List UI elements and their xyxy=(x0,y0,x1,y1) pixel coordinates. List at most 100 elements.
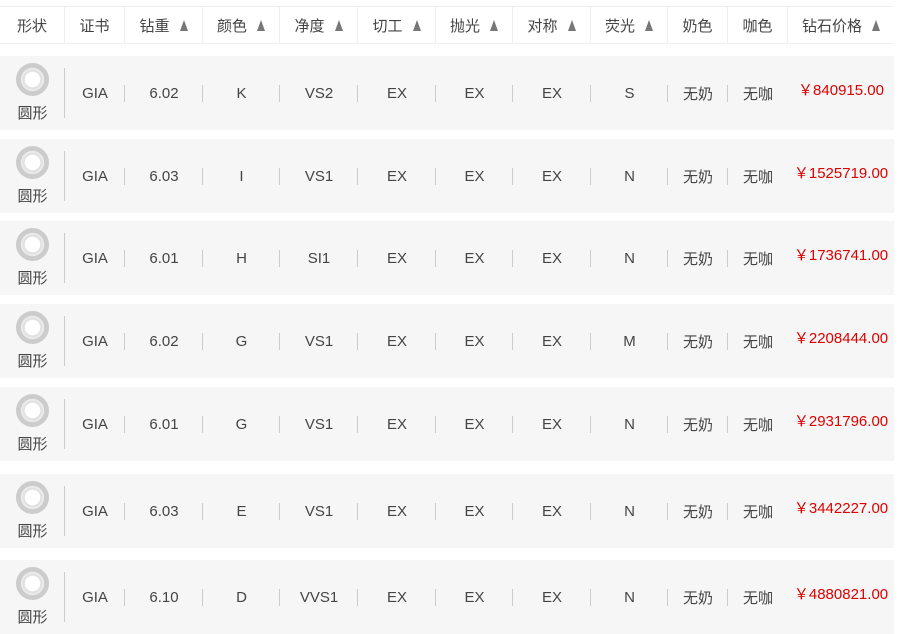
cut-text: EX xyxy=(386,415,407,433)
cell-carat: 6.01 xyxy=(125,221,203,295)
symmetry-text: EX xyxy=(541,84,562,102)
table-row[interactable]: 圆形 GIA 6.02 K VS2 EX EX EX S 无奶 无咖 ￥840915.00 xyxy=(0,56,894,130)
cell-fluor: N xyxy=(591,387,668,461)
table-row[interactable]: 圆形 GIA 6.10 D VVS1 EX EX EX N 无奶 无咖 ￥4880821.00 xyxy=(0,560,894,634)
clarity-text: VS1 xyxy=(304,332,334,350)
milky-text: 无奶 xyxy=(682,333,713,351)
shape-text: 圆形 xyxy=(17,105,48,122)
cell-cut: EX xyxy=(358,56,436,130)
brown-text: 无咖 xyxy=(742,416,773,434)
cert-text: GIA xyxy=(82,167,108,185)
fluor-text: S xyxy=(624,84,635,102)
color-text: I xyxy=(239,167,244,185)
round-diamond-icon xyxy=(16,311,49,344)
cell-brown: 无咖 xyxy=(728,474,788,548)
column-label: 证书 xyxy=(79,17,110,35)
table-row[interactable]: 圆形 GIA 6.03 E VS1 EX EX EX N 无奶 无咖 ￥3442227.00 xyxy=(0,474,894,548)
cert-text: GIA xyxy=(82,84,108,102)
cell-cert: GIA xyxy=(65,474,125,548)
table-row[interactable]: 圆形 GIA 6.03 I VS1 EX EX EX N 无奶 无咖 ￥1525719.00 xyxy=(0,139,894,213)
column-header-symmetry[interactable]: 对称 xyxy=(513,7,591,43)
column-header-cut[interactable]: 切工 xyxy=(358,7,436,43)
cell-brown: 无咖 xyxy=(728,56,788,130)
column-label: 钻石价格 xyxy=(801,17,862,35)
round-diamond-icon xyxy=(16,481,49,514)
cell-shape: 圆形 xyxy=(0,387,65,461)
table-row[interactable]: 圆形 GIA 6.02 G VS1 EX EX EX M 无奶 无咖 ￥2208444.00 xyxy=(0,304,894,378)
sort-arrow-up-icon[interactable] xyxy=(567,19,576,31)
cell-color: G xyxy=(203,387,280,461)
cell-cert: GIA xyxy=(65,139,125,213)
polish-text: EX xyxy=(464,167,485,185)
symmetry-text: EX xyxy=(541,502,562,520)
cert-text: GIA xyxy=(82,502,108,520)
milky-text: 无奶 xyxy=(682,589,713,607)
cert-text: GIA xyxy=(82,415,108,433)
column-header-price[interactable]: 钻石价格 xyxy=(788,7,894,43)
cell-clarity: VS1 xyxy=(280,474,358,548)
carat-text: 6.10 xyxy=(149,588,179,606)
cut-text: EX xyxy=(386,84,407,102)
column-header-color[interactable]: 颜色 xyxy=(203,7,280,43)
carat-text: 6.02 xyxy=(149,332,179,350)
cell-carat: 6.10 xyxy=(125,560,203,634)
symmetry-text: EX xyxy=(541,167,562,185)
clarity-text: VVS1 xyxy=(299,588,339,606)
table-row[interactable]: 圆形 GIA 6.01 G VS1 EX EX EX N 无奶 无咖 ￥2931796.00 xyxy=(0,387,894,461)
shape-text: 圆形 xyxy=(17,353,48,370)
sort-arrow-up-icon[interactable] xyxy=(179,19,188,31)
column-label: 钻重 xyxy=(139,17,170,35)
shape-text: 圆形 xyxy=(17,523,48,540)
fluor-text: N xyxy=(624,588,635,606)
polish-text: EX xyxy=(464,588,485,606)
cell-brown: 无咖 xyxy=(728,304,788,378)
round-diamond-icon xyxy=(16,63,49,96)
cell-fluor: N xyxy=(591,221,668,295)
cell-shape: 圆形 xyxy=(0,560,65,634)
cell-milky: 无奶 xyxy=(668,221,728,295)
cell-polish: EX xyxy=(436,387,513,461)
symmetry-text: EX xyxy=(541,415,562,433)
cell-color: H xyxy=(203,221,280,295)
sort-arrow-up-icon[interactable] xyxy=(490,19,498,31)
cell-milky: 无奶 xyxy=(668,304,728,378)
cut-text: EX xyxy=(386,249,407,267)
sort-arrow-up-icon[interactable] xyxy=(872,19,880,31)
round-diamond-icon xyxy=(16,567,49,600)
cell-fluor: N xyxy=(591,139,668,213)
cell-cut: EX xyxy=(358,139,436,213)
cell-clarity: VS1 xyxy=(280,139,358,213)
cell-fluor: N xyxy=(591,474,668,548)
sort-arrow-up-icon[interactable] xyxy=(412,19,421,31)
round-diamond-icon xyxy=(16,228,49,261)
column-label: 抛光 xyxy=(449,17,480,35)
cell-brown: 无咖 xyxy=(728,560,788,634)
sort-arrow-up-icon[interactable] xyxy=(334,19,343,31)
fluor-text: N xyxy=(624,167,635,185)
color-text: G xyxy=(235,332,248,350)
cell-carat: 6.01 xyxy=(125,387,203,461)
cell-cert: GIA xyxy=(65,560,125,634)
table-row[interactable]: 圆形 GIA 6.01 H SI1 EX EX EX N 无奶 无咖 ￥1736741.00 xyxy=(0,221,894,295)
cell-cert: GIA xyxy=(65,221,125,295)
column-header-fluor[interactable]: 荧光 xyxy=(591,7,668,43)
column-header-carat[interactable]: 钻重 xyxy=(125,7,203,43)
cell-brown: 无咖 xyxy=(728,139,788,213)
column-label: 奶色 xyxy=(682,17,713,35)
fluor-text: M xyxy=(623,332,636,350)
cell-milky: 无奶 xyxy=(668,560,728,634)
column-label: 咖色 xyxy=(742,17,773,35)
cell-color: D xyxy=(203,560,280,634)
sort-arrow-up-icon[interactable] xyxy=(645,19,653,31)
polish-text: EX xyxy=(464,415,485,433)
cell-milky: 无奶 xyxy=(668,387,728,461)
column-header-clarity[interactable]: 净度 xyxy=(280,7,358,43)
cell-color: I xyxy=(203,139,280,213)
sort-arrow-up-icon[interactable] xyxy=(257,19,265,31)
cell-price: ￥2931796.00 xyxy=(788,387,894,461)
cell-polish: EX xyxy=(436,221,513,295)
clarity-text: VS1 xyxy=(304,502,334,520)
cut-text: EX xyxy=(386,502,407,520)
cell-carat: 6.02 xyxy=(125,304,203,378)
column-header-polish[interactable]: 抛光 xyxy=(436,7,513,43)
